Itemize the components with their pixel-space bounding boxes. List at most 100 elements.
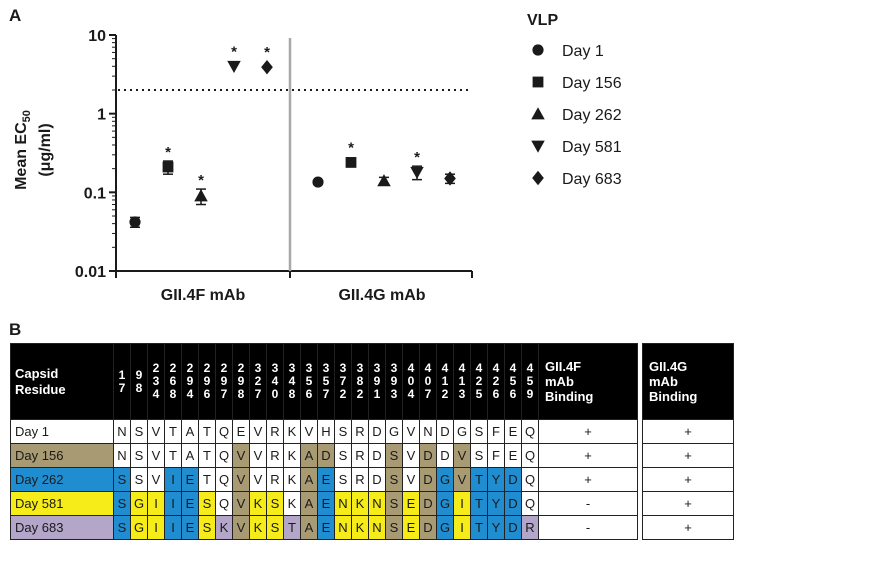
group-label: GII.4G mAb bbox=[338, 287, 425, 304]
column-gap bbox=[637, 491, 643, 516]
residue-cell: A bbox=[181, 419, 199, 444]
residue-cell: R bbox=[351, 467, 369, 492]
residue-cell: K bbox=[215, 515, 233, 540]
residue-cell: D bbox=[504, 515, 522, 540]
residue-cell: D bbox=[504, 467, 522, 492]
binding-cell: + bbox=[538, 443, 638, 468]
residue-cell: V bbox=[453, 467, 471, 492]
residue-cell: T bbox=[164, 443, 182, 468]
legend-entry: Day 581 bbox=[562, 139, 622, 156]
residue-cell: N bbox=[113, 419, 131, 444]
residue-cell: N bbox=[368, 515, 386, 540]
residue-cell: V bbox=[402, 467, 420, 492]
residue-cell: T bbox=[283, 515, 301, 540]
binding-cell: - bbox=[538, 491, 638, 516]
residue-cell: K bbox=[351, 491, 369, 516]
residue-cell: D bbox=[436, 419, 454, 444]
residue-cell: H bbox=[317, 419, 335, 444]
residue-cell: S bbox=[113, 491, 131, 516]
residue-cell: I bbox=[164, 467, 182, 492]
residue-cell: G bbox=[453, 419, 471, 444]
residue-cell: V bbox=[402, 419, 420, 444]
residue-cell: Q bbox=[215, 419, 233, 444]
column-gap bbox=[637, 343, 643, 420]
table-row: Day 262 S S V I E T Q V V R K A E S R D S V D G V T Y D Q + + bbox=[10, 467, 734, 492]
capsid-residue-table: Capsid Residue 1 7 9 8 2 3 4 2 6 8 2 9 4 2 9 6 2 9 7 2 9 8 3 2 7 3 4… bbox=[10, 343, 734, 540]
residue-cell: A bbox=[300, 443, 318, 468]
residue-cell: D bbox=[368, 467, 386, 492]
residue-cell: E bbox=[317, 515, 335, 540]
binding-cell: + bbox=[642, 467, 734, 492]
residue-cell: G bbox=[385, 419, 403, 444]
residue-cell: I bbox=[453, 491, 471, 516]
significance-star: * bbox=[414, 149, 420, 166]
day-label: Day 581 bbox=[10, 491, 114, 516]
legend-entry: Day 262 bbox=[562, 107, 622, 124]
residue-cell: K bbox=[249, 491, 267, 516]
residue-cell: I bbox=[164, 515, 182, 540]
residue-cell: S bbox=[334, 443, 352, 468]
y-tick-label: 1 bbox=[97, 107, 106, 124]
residue-cell: S bbox=[334, 467, 352, 492]
residue-cell: A bbox=[181, 443, 199, 468]
residue-cell: V bbox=[147, 443, 165, 468]
data-point bbox=[312, 176, 324, 188]
residue-cell: K bbox=[283, 491, 301, 516]
residue-cell: T bbox=[198, 467, 216, 492]
residue-cell: V bbox=[453, 443, 471, 468]
residue-cell: I bbox=[147, 491, 165, 516]
binding-header: GII.4F mAb Binding bbox=[538, 343, 638, 420]
residue-cell: S bbox=[198, 491, 216, 516]
residue-cell: D bbox=[368, 443, 386, 468]
residue-cell: V bbox=[249, 443, 267, 468]
legend-marker bbox=[532, 76, 544, 88]
residue-cell: I bbox=[164, 491, 182, 516]
residue-cell: T bbox=[164, 419, 182, 444]
day-label: Day 1 bbox=[10, 419, 114, 444]
residue-cell: V bbox=[249, 467, 267, 492]
legend-marker bbox=[531, 107, 545, 120]
residue-cell: E bbox=[181, 515, 199, 540]
residue-cell: D bbox=[419, 491, 437, 516]
binding-cell: + bbox=[642, 419, 734, 444]
legend-title: VLP bbox=[527, 12, 558, 29]
residue-cell: E bbox=[181, 467, 199, 492]
binding-cell: + bbox=[642, 491, 734, 516]
residue-cell: D bbox=[419, 515, 437, 540]
residue-cell: E bbox=[504, 443, 522, 468]
residue-cell: G bbox=[436, 515, 454, 540]
residue-cell: F bbox=[487, 443, 505, 468]
y-tick-label: 10 bbox=[88, 28, 106, 45]
residue-cell: E bbox=[181, 491, 199, 516]
residue-cell: G bbox=[436, 491, 454, 516]
residue-cell: S bbox=[385, 467, 403, 492]
significance-star: * bbox=[165, 144, 171, 161]
residue-cell: G bbox=[436, 467, 454, 492]
residue-cell: N bbox=[368, 491, 386, 516]
panel-a-letter: A bbox=[9, 6, 22, 25]
residue-cell: T bbox=[198, 443, 216, 468]
binding-cell: + bbox=[642, 515, 734, 540]
residue-cell: G bbox=[130, 515, 148, 540]
data-point bbox=[410, 166, 424, 180]
residue-cell: K bbox=[283, 443, 301, 468]
residue-cell: Q bbox=[521, 467, 539, 492]
residue-cell: R bbox=[266, 443, 284, 468]
residue-cell: I bbox=[453, 515, 471, 540]
residue-cell: I bbox=[147, 515, 165, 540]
data-point bbox=[444, 171, 456, 186]
data-point bbox=[377, 174, 391, 187]
residue-cell: S bbox=[130, 419, 148, 444]
residue-cell: S bbox=[385, 491, 403, 516]
day-label: Day 262 bbox=[10, 467, 114, 492]
